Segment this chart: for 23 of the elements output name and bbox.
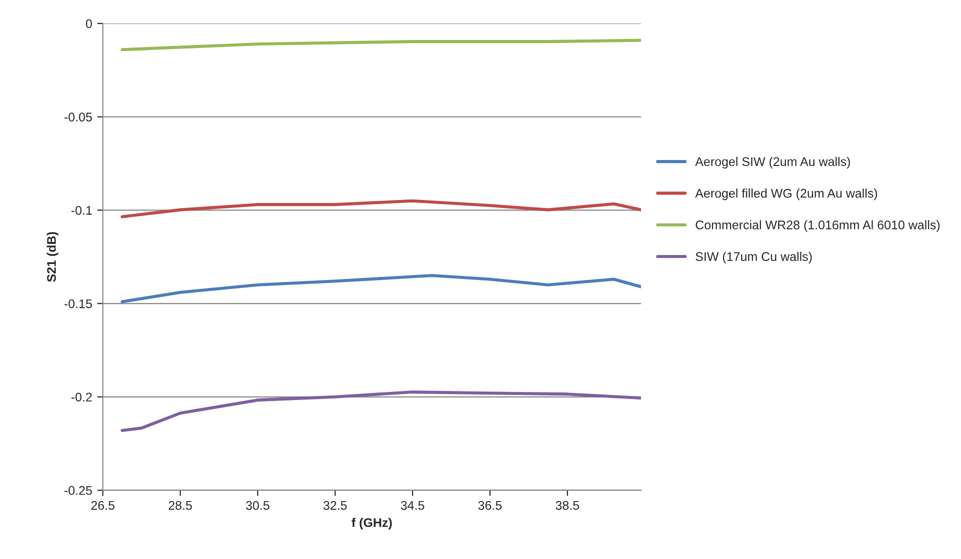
- line-series: [120, 38, 641, 52]
- legend-label: Aerogel SIW (2um Au walls): [695, 156, 850, 169]
- y-tick-label: 0: [86, 19, 92, 28]
- x-tick-label: 38.5: [556, 500, 580, 510]
- legend-label: Aerogel filled WG (2um Au walls): [695, 188, 878, 200]
- y-tick-label: -0.1: [71, 206, 92, 215]
- x-tick-label: 34.5: [400, 500, 424, 510]
- y-tick-label: -0.15: [64, 299, 92, 308]
- legend-label: Commercial WR28 (1.016mm Al 6010 walls): [696, 220, 940, 232]
- x-tick-label: 28.5: [168, 500, 192, 510]
- legend-label: SIW (17um Cu walls): [696, 252, 812, 264]
- x-axis-title: f (GHz): [352, 518, 392, 530]
- y-tick-label: -0.2: [71, 392, 92, 402]
- x-tick-label: 32.5: [323, 500, 347, 510]
- line-series: [120, 199, 641, 218]
- y-axis-title: S21 (dB): [46, 232, 58, 282]
- line-series: [120, 390, 641, 432]
- x-tick-label: 26.5: [91, 500, 114, 510]
- y-tick-label: -0.25: [64, 486, 92, 495]
- x-tick-label: 30.5: [246, 500, 270, 510]
- line-series: [120, 274, 641, 304]
- y-tick-label: -0.05: [64, 112, 92, 122]
- x-tick-label: 36.5: [478, 500, 502, 510]
